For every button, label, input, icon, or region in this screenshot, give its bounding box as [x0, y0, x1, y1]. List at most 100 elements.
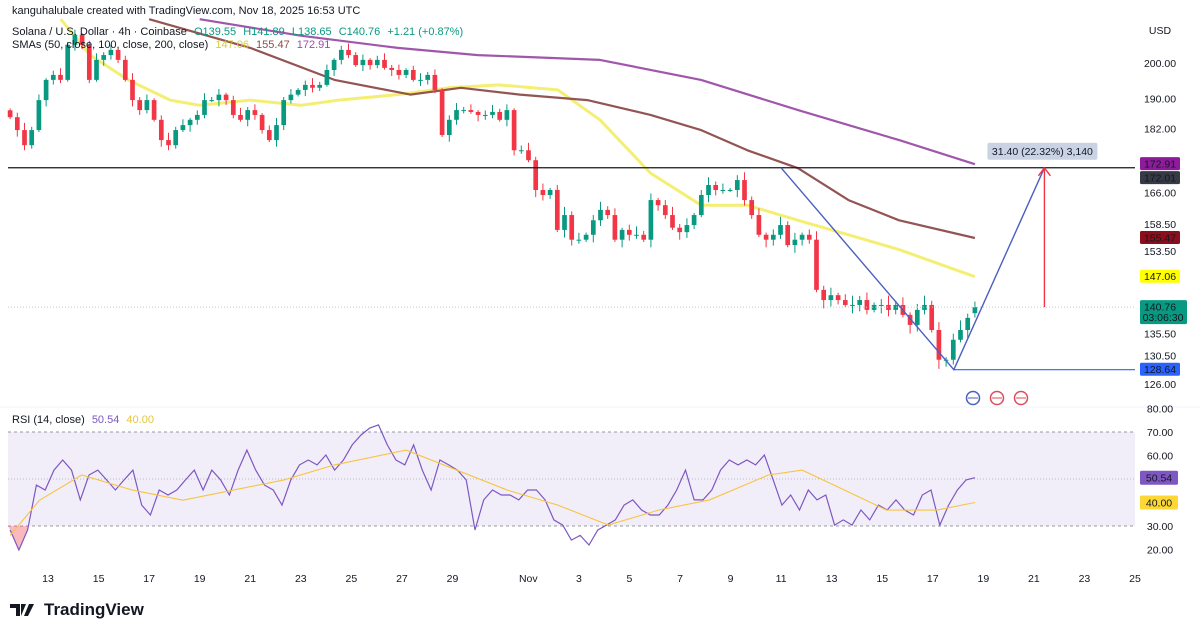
symbol-title[interactable]: Solana / U.S. Dollar · 4h · Coinbase — [12, 26, 187, 38]
candle-body — [216, 94, 222, 101]
price-tag — [1140, 231, 1180, 245]
candle-body — [50, 74, 56, 80]
ohlc-low: L138.65 — [291, 26, 332, 38]
candle-body — [598, 209, 603, 221]
candle-body — [490, 111, 495, 115]
sma50-value: 147.06 — [215, 39, 249, 51]
candle-body — [137, 100, 143, 111]
time-axis-tick: 17 — [143, 573, 155, 585]
candle-body — [641, 234, 647, 240]
candle-body — [756, 215, 762, 235]
candle-body — [763, 234, 769, 240]
sma200-value: 172.91 — [296, 39, 331, 51]
candle-body — [583, 234, 589, 240]
candle-body — [806, 234, 812, 240]
ohlc-close: C140.76 — [338, 26, 381, 38]
candle-body — [612, 215, 618, 240]
candle-body — [72, 34, 78, 45]
candle-body — [439, 89, 445, 136]
candle-body — [965, 317, 971, 331]
pattern-line[interactable] — [780, 167, 1046, 371]
candle-body — [238, 114, 243, 120]
candle-body — [526, 150, 531, 161]
candle-body — [569, 215, 575, 240]
candle-body — [828, 295, 834, 301]
candle-body — [734, 180, 740, 190]
candle-body — [785, 225, 791, 246]
candle-body — [454, 110, 459, 120]
sma100-value: 155.47 — [256, 39, 290, 51]
rsi-axis-tick: 60.00 — [1147, 451, 1173, 463]
price-tag-label: 140.76 — [1144, 302, 1176, 314]
candle-body — [835, 295, 841, 301]
candle-body — [468, 110, 474, 112]
candle-body — [749, 200, 755, 216]
candle-body — [302, 84, 308, 90]
tradingview-logo[interactable]: TradingView — [10, 600, 144, 620]
candle-body — [324, 69, 330, 85]
candle-body — [14, 117, 20, 131]
candle-body — [878, 304, 884, 306]
candle-body — [554, 189, 560, 230]
rsi-tag — [1140, 495, 1178, 510]
ohlc-high: H141.89 — [243, 26, 285, 38]
candle-body — [115, 49, 121, 60]
rsi-ma-line — [9, 449, 976, 536]
candle-body — [576, 239, 582, 241]
candle-body — [871, 304, 877, 310]
attribution: kanguhalubale created with TradingView.c… — [12, 5, 361, 17]
candle-body — [504, 110, 510, 120]
candle-body — [590, 220, 596, 235]
candle-body — [742, 180, 747, 201]
candle-body — [101, 55, 107, 60]
candle-body — [29, 130, 35, 146]
time-axis-tick: 23 — [1079, 573, 1091, 585]
rsi-line — [9, 424, 976, 552]
candle-body — [634, 234, 639, 236]
candle-body — [922, 304, 927, 310]
candle-body — [540, 189, 546, 196]
candle-body — [648, 200, 654, 240]
candle-body — [338, 49, 344, 60]
candle-body — [410, 69, 416, 80]
candle-body — [727, 189, 733, 191]
candle-body — [353, 55, 359, 66]
candle-body — [274, 125, 279, 141]
candle-body — [936, 330, 942, 360]
candle-body — [670, 215, 675, 228]
time-axis-tick: 11 — [776, 573, 787, 585]
ohlc-open: O139.55 — [193, 26, 237, 38]
price-axis-tick: 200.00 — [1144, 58, 1176, 70]
arrow-head-icon — [1037, 166, 1051, 177]
price-axis-tick: 153.50 — [1144, 246, 1176, 258]
sma-legend-label[interactable]: SMAs (50, close, 100, close, 200, close) — [12, 39, 209, 51]
candle-body — [418, 79, 423, 81]
rsi-legend-value: 50.54 — [91, 414, 120, 426]
candle-body — [864, 300, 870, 310]
candle-body — [65, 44, 71, 80]
candle-body — [166, 140, 171, 146]
price-axis-tick: 182.00 — [1144, 124, 1176, 136]
candle-body — [94, 59, 99, 80]
rsi-axis-tick: 70.00 — [1147, 427, 1173, 439]
candle-body — [972, 307, 978, 314]
price-axis-tick: 158.50 — [1144, 219, 1176, 231]
projection-label-box[interactable] — [987, 142, 1098, 160]
time-axis-tick: 3 — [576, 573, 582, 585]
candle-body — [482, 114, 488, 116]
time-axis-tick: 21 — [1028, 573, 1040, 585]
sma-100-line — [148, 18, 976, 240]
price-tag-label: 128.64 — [1144, 364, 1176, 376]
sma-200-line — [199, 18, 976, 166]
candle-body — [36, 100, 42, 131]
rsi-tag — [1140, 470, 1178, 485]
symbol-legend: Solana / U.S. Dollar · 4h · Coinbase O13… — [12, 26, 467, 38]
candle-body — [144, 100, 150, 111]
currency-label: USD — [1149, 25, 1172, 37]
candle-body — [886, 304, 891, 310]
rsi-ma-legend-value: 40.00 — [126, 414, 154, 426]
rsi-legend-label[interactable]: RSI (14, close) — [12, 414, 85, 426]
candle-body — [893, 304, 899, 310]
candle-body — [367, 59, 373, 66]
